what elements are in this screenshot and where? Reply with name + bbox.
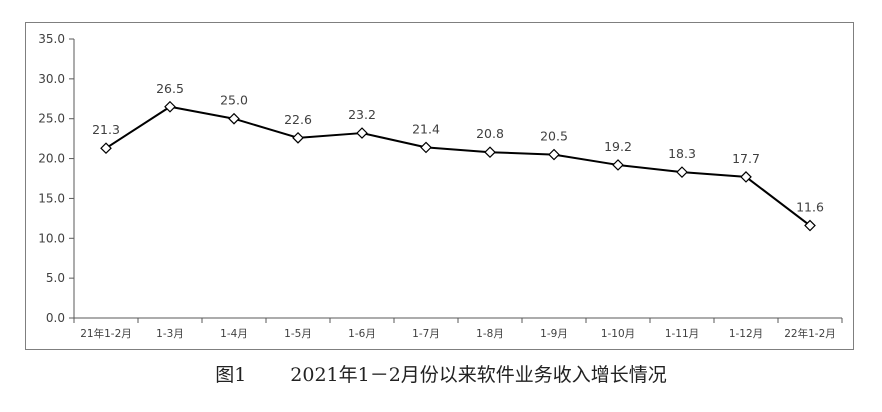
x-tick-label: 1-12月 [729, 328, 763, 340]
data-point-marker [612, 159, 624, 171]
line-chart: 0.0 5.0 10.0 15.0 20.0 25.0 30.0 35.0 21年1-2月 1-3… [38, 32, 843, 340]
data-label: 21.4 [412, 121, 440, 136]
series-line [105, 105, 811, 227]
x-tick-label: 1-7月 [412, 328, 440, 340]
data-point-marker [100, 142, 112, 155]
data-point-marker [292, 131, 304, 144]
data-point-marker [676, 166, 688, 178]
figure-caption: 图1 2021年1－2月份以来软件业务收入增长情况 [0, 360, 882, 387]
x-tick-label: 1-9月 [540, 328, 568, 340]
data-point-marker [420, 141, 432, 154]
data-point-marker [164, 100, 176, 113]
figure-number: 图1 [215, 364, 247, 386]
data-label: 20.8 [476, 126, 504, 141]
data-point-marker [548, 148, 560, 161]
data-point-marker [228, 112, 240, 125]
data-label: 11.6 [796, 200, 824, 215]
x-tick-label: 1-10月 [601, 328, 635, 340]
y-tick-label: 10.0 [38, 231, 65, 245]
data-point-marker [356, 127, 368, 139]
data-label: 19.2 [604, 139, 632, 154]
x-tick-label: 1-8月 [476, 328, 504, 340]
x-tick-label: 1-11月 [665, 328, 699, 340]
y-tick-label: 35.0 [38, 32, 65, 46]
data-label: 22.6 [284, 112, 312, 127]
data-label: 21.3 [92, 122, 120, 137]
x-tick-label: 1-5月 [284, 328, 312, 340]
data-label: 26.5 [156, 81, 184, 96]
data-label: 17.7 [732, 151, 760, 166]
y-tick-label: 15.0 [38, 191, 65, 205]
x-tick-label: 1-4月 [220, 328, 248, 340]
y-tick-label: 20.0 [38, 152, 65, 166]
figure-title: 2021年1－2月份以来软件业务收入增长情况 [290, 364, 667, 386]
data-point-marker [740, 171, 752, 183]
y-tick-label: 25.0 [38, 112, 65, 126]
x-tick-label: 1-3月 [156, 328, 184, 340]
chart-frame: 0.0 5.0 10.0 15.0 20.0 25.0 30.0 35.0 21年1-2月 1-3… [25, 22, 854, 350]
data-point-marker [804, 219, 816, 232]
x-tick-label: 21年1-2月 [80, 327, 132, 340]
y-tick-label: 0.0 [46, 311, 65, 325]
data-point-marker [484, 146, 496, 159]
x-tick-label: 22年1-2月 [784, 327, 836, 340]
y-tick-label: 5.0 [46, 271, 65, 285]
y-tick-label: 30.0 [38, 72, 65, 86]
data-label: 25.0 [220, 93, 248, 108]
data-label: 20.5 [540, 129, 568, 144]
x-tick-label: 1-6月 [348, 328, 376, 340]
data-label: 23.2 [348, 107, 376, 122]
data-label: 18.3 [668, 146, 696, 161]
